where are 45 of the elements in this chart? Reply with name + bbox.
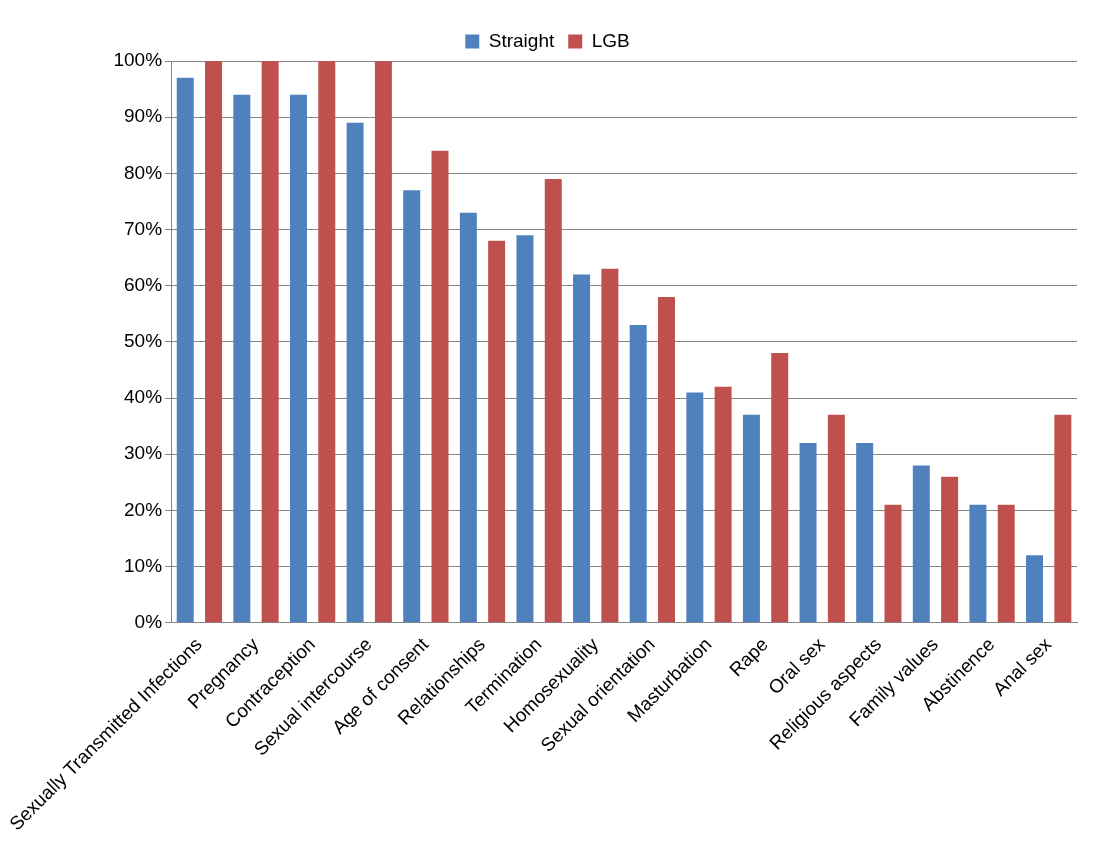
- y-tick-label: 10%: [124, 554, 163, 576]
- bar: [827, 414, 845, 623]
- bar: [1026, 555, 1044, 623]
- y-tick-label: 60%: [124, 273, 163, 295]
- bar: [686, 392, 704, 623]
- bar: [289, 94, 307, 623]
- y-tick-label: 70%: [124, 217, 163, 239]
- bar: [629, 325, 647, 623]
- bar: [516, 235, 534, 623]
- bar: [997, 504, 1015, 623]
- bar: [233, 94, 251, 623]
- bar: [318, 61, 336, 623]
- y-tick-label: 100%: [113, 49, 163, 71]
- y-tick-label: 0%: [134, 610, 163, 632]
- bar: [969, 504, 987, 623]
- bar: [941, 476, 959, 623]
- y-tick-label: 40%: [124, 386, 163, 408]
- legend-label: Straight: [488, 29, 555, 51]
- bar: [573, 274, 591, 623]
- bar: [176, 77, 194, 623]
- bar: [884, 504, 902, 623]
- bar: [601, 268, 619, 623]
- y-tick-label: 90%: [124, 105, 163, 127]
- bar: [799, 442, 817, 623]
- bar: [856, 442, 874, 623]
- bar: [403, 190, 421, 623]
- bar: [261, 61, 279, 623]
- y-tick-label: 80%: [124, 161, 163, 183]
- legend-label: LGB: [591, 29, 630, 51]
- y-tick-label: 30%: [124, 442, 163, 464]
- bar: [374, 61, 392, 623]
- bar: [544, 178, 562, 623]
- bar: [459, 212, 477, 623]
- bar: [205, 61, 223, 623]
- bar: [771, 353, 789, 623]
- bar: [742, 414, 760, 623]
- y-tick-label: 50%: [124, 330, 163, 352]
- bar: [714, 386, 732, 623]
- bar: [488, 240, 506, 623]
- bar: [431, 150, 449, 623]
- bar: [658, 296, 675, 623]
- bar: [912, 465, 930, 623]
- y-tick-label: 20%: [124, 498, 163, 520]
- bar: [1054, 414, 1072, 623]
- bar: [346, 122, 364, 623]
